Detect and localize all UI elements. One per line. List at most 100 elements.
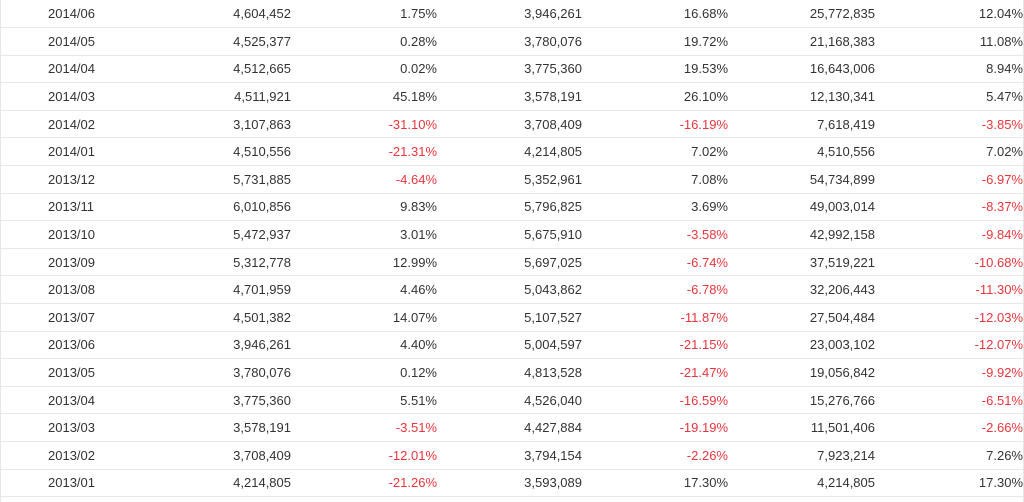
- date-cell: 2013/12: [1, 165, 101, 194]
- value-2-cell: 5,004,597: [437, 331, 582, 360]
- table-row: 2013/06 3,946,261 4.40% 5,004,597 -21.15% 23,…: [1, 331, 1023, 360]
- value-1-cell: 4,511,921: [101, 82, 291, 111]
- change-3-cell: -10.68%: [875, 248, 1023, 277]
- value-1-cell: 3,946,261: [101, 331, 291, 360]
- change-1-cell: 14.07%: [291, 303, 437, 332]
- date-cell: 2014/04: [1, 55, 101, 84]
- value-2-cell: 4,214,805: [437, 137, 582, 167]
- change-1-cell: 0.28%: [291, 27, 437, 56]
- change-1-cell: 9.83%: [291, 193, 437, 222]
- table-row: 2013/12 5,731,885 -4.64% 5,352,961 7.08% 54,7…: [1, 165, 1023, 194]
- value-1-cell: 4,510,556: [101, 137, 291, 167]
- value-3-cell: 27,504,484: [728, 303, 875, 332]
- change-3-cell: 7.02%: [875, 137, 1023, 167]
- value-1-cell: 6,010,856: [101, 193, 291, 222]
- value-3-cell: 54,734,899: [728, 165, 875, 194]
- date-cell: 2013/06: [1, 331, 101, 360]
- value-2-cell: 5,107,527: [437, 303, 582, 332]
- value-2-cell: 3,946,261: [437, 0, 582, 29]
- change-3-cell: 7.26%: [875, 441, 1023, 470]
- value-2-cell: 5,675,910: [437, 220, 582, 249]
- value-2-cell: 3,794,154: [437, 441, 582, 470]
- change-2-cell: 26.10%: [582, 82, 728, 111]
- change-2-cell: 16.68%: [582, 0, 728, 29]
- table-row: 2013/08 4,701,959 4.46% 5,043,862 -6.78% 32,2…: [1, 275, 1023, 305]
- change-2-cell: -3.58%: [582, 220, 728, 249]
- table-row: 2014/03 4,511,921 45.18% 3,578,191 26.10% 12,…: [1, 82, 1023, 111]
- change-3-cell: -12.07%: [875, 331, 1023, 360]
- change-3-cell: 12.04%: [875, 0, 1023, 29]
- date-cell: 2013/01: [1, 469, 101, 498]
- date-cell: 2014/05: [1, 27, 101, 56]
- value-3-cell: 7,923,214: [728, 441, 875, 470]
- change-1-cell: 45.18%: [291, 82, 437, 111]
- value-1-cell: 4,501,382: [101, 303, 291, 332]
- table-row: 2014/05 4,525,377 0.28% 3,780,076 19.72% 21,1…: [1, 27, 1023, 56]
- table-row: 2013/09 5,312,778 12.99% 5,697,025 -6.74% 37,…: [1, 248, 1023, 277]
- value-3-cell: 49,003,014: [728, 193, 875, 222]
- date-cell: 2013/04: [1, 386, 101, 415]
- value-2-cell: 3,708,409: [437, 110, 582, 139]
- change-2-cell: 19.53%: [582, 55, 728, 84]
- value-3-cell: 19,056,842: [728, 358, 875, 387]
- value-3-cell: 15,276,766: [728, 386, 875, 415]
- change-1-cell: 1.75%: [291, 0, 437, 29]
- change-1-cell: 0.12%: [291, 358, 437, 387]
- change-1-cell: 0.02%: [291, 55, 437, 84]
- table-row: 2013/05 3,780,076 0.12% 4,813,528 -21.47% 19,…: [1, 358, 1023, 387]
- change-1-cell: 5.51%: [291, 386, 437, 415]
- table-row: 2013/07 4,501,382 14.07% 5,107,527 -11.87% 27…: [1, 303, 1023, 332]
- value-1-cell: 3,578,191: [101, 413, 291, 442]
- value-1-cell: 5,731,885: [101, 165, 291, 194]
- table-row: 2013/02 3,708,409 -12.01% 3,794,154 -2.26% 7,…: [1, 441, 1023, 470]
- change-3-cell: -9.84%: [875, 220, 1023, 249]
- date-cell: 2013/11: [1, 193, 101, 222]
- change-3-cell: -6.51%: [875, 386, 1023, 415]
- value-2-cell: 3,578,191: [437, 82, 582, 111]
- value-1-cell: 4,701,959: [101, 275, 291, 305]
- value-2-cell: 3,775,360: [437, 55, 582, 84]
- date-cell: 2014/02: [1, 110, 101, 139]
- date-cell: 2013/03: [1, 413, 101, 442]
- value-2-cell: 5,352,961: [437, 165, 582, 194]
- change-1-cell: -3.51%: [291, 413, 437, 442]
- change-2-cell: 7.08%: [582, 165, 728, 194]
- value-3-cell: 4,510,556: [728, 137, 875, 167]
- change-1-cell: 4.46%: [291, 275, 437, 305]
- change-2-cell: 7.02%: [582, 137, 728, 167]
- change-1-cell: -31.10%: [291, 110, 437, 139]
- change-2-cell: -21.15%: [582, 331, 728, 360]
- value-3-cell: 21,168,383: [728, 27, 875, 56]
- date-cell: 2013/08: [1, 275, 101, 305]
- change-2-cell: 17.30%: [582, 469, 728, 498]
- change-3-cell: 8.94%: [875, 55, 1023, 84]
- change-3-cell: 17.30%: [875, 469, 1023, 498]
- change-3-cell: -12.03%: [875, 303, 1023, 332]
- value-1-cell: 4,525,377: [101, 27, 291, 56]
- table-row: 2014/02 3,107,863 -31.10% 3,708,409 -16.19% 7…: [1, 110, 1023, 139]
- change-3-cell: -8.37%: [875, 193, 1023, 222]
- value-1-cell: 3,775,360: [101, 386, 291, 415]
- change-2-cell: -6.74%: [582, 248, 728, 277]
- value-2-cell: 3,593,089: [437, 469, 582, 498]
- value-1-cell: 4,604,452: [101, 0, 291, 29]
- change-2-cell: -19.19%: [582, 413, 728, 442]
- date-cell: 2013/09: [1, 248, 101, 277]
- value-2-cell: 5,697,025: [437, 248, 582, 277]
- table-row: 2013/04 3,775,360 5.51% 4,526,040 -16.59% 15,…: [1, 386, 1023, 415]
- change-2-cell: -16.59%: [582, 386, 728, 415]
- value-3-cell: 7,618,419: [728, 110, 875, 139]
- value-1-cell: 5,312,778: [101, 248, 291, 277]
- change-1-cell: -4.64%: [291, 165, 437, 194]
- value-2-cell: 4,813,528: [437, 358, 582, 387]
- change-3-cell: -2.66%: [875, 413, 1023, 442]
- value-1-cell: 3,107,863: [101, 110, 291, 139]
- value-2-cell: 4,526,040: [437, 386, 582, 415]
- date-cell: 2013/10: [1, 220, 101, 249]
- value-1-cell: 5,472,937: [101, 220, 291, 249]
- change-1-cell: 3.01%: [291, 220, 437, 249]
- change-1-cell: -12.01%: [291, 441, 437, 470]
- date-cell: 2014/06: [1, 0, 101, 29]
